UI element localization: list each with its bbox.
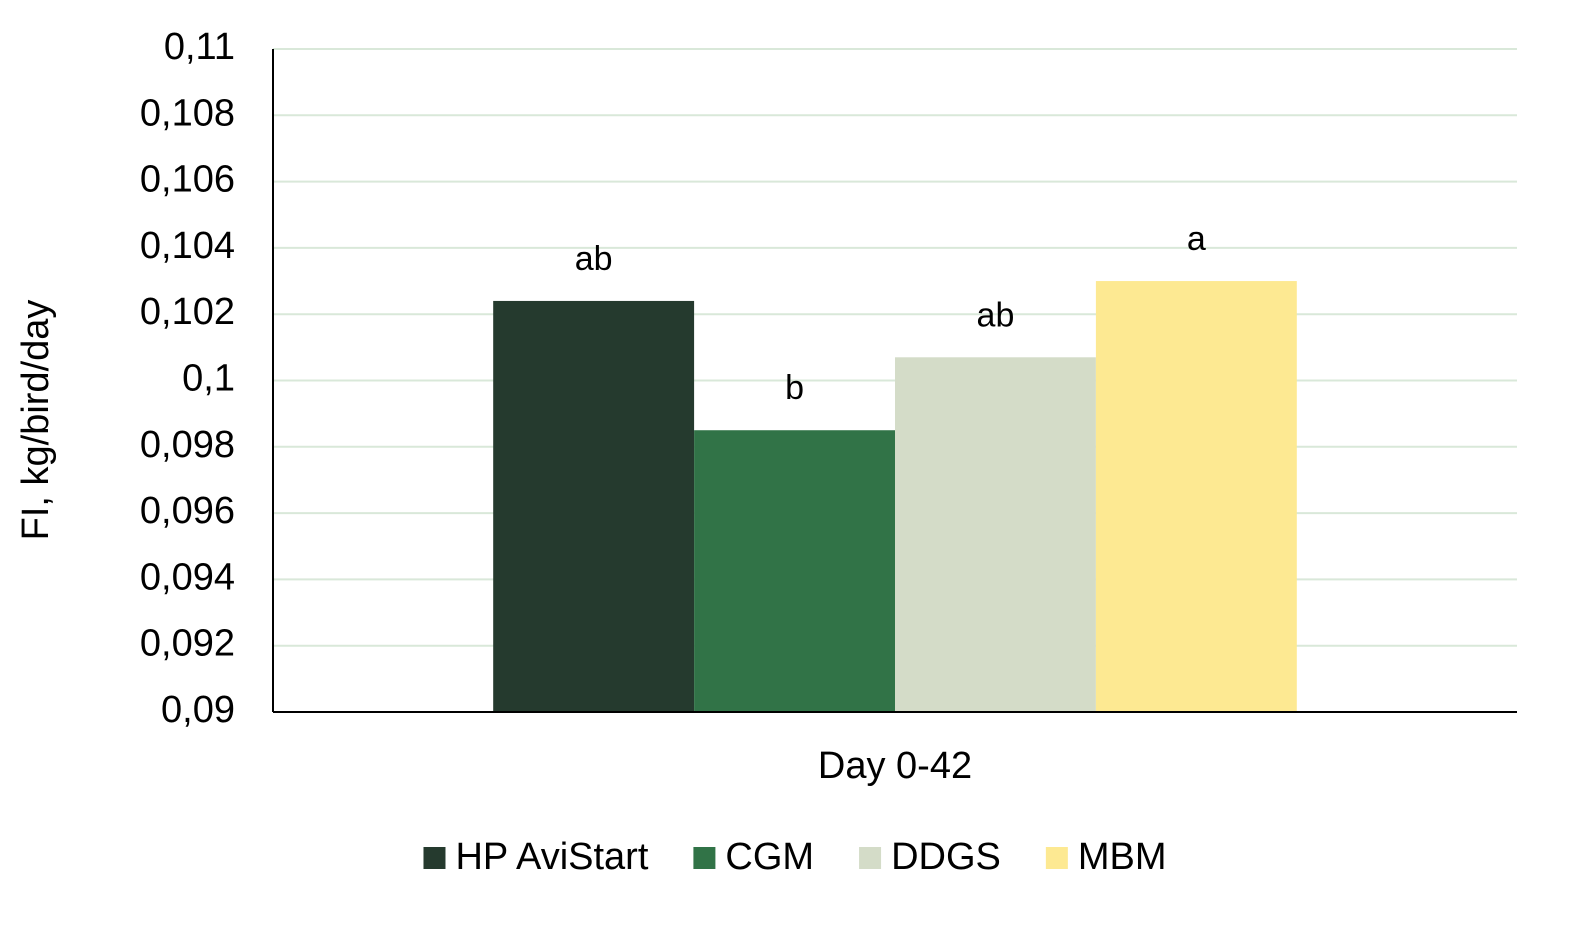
y-tick-label: 0,1 [182,358,235,400]
legend-label: MBM [1078,836,1167,878]
y-axis-label: FI, kg/bird/day [15,300,57,541]
bar [493,300,695,712]
y-tick-label: 0,108 [140,92,235,134]
y-tick-label: 0,09 [161,689,235,731]
x-tick-label: Day 0-42 [818,745,972,787]
annotation: ab [977,296,1015,334]
annotation: ab [575,240,613,278]
y-tick-label: 0,096 [140,490,235,532]
legend-label: CGM [725,836,814,878]
y-tick-label: 0,106 [140,159,235,201]
legend-label: HP AviStart [455,836,648,878]
y-tick-label: 0,098 [140,424,235,466]
y-tick-label: 0,11 [164,26,235,68]
legend-swatch [1045,847,1068,869]
legend-swatch [423,847,446,869]
bar [694,430,895,712]
y-tick-label: 0,102 [140,291,235,333]
legend-swatch [859,847,882,869]
bar [895,357,1096,712]
legend-label: DDGS [891,836,1001,878]
annotation: b [785,369,804,407]
y-tick-label: 0,094 [140,556,235,598]
y-tick-label: 0,104 [140,225,235,267]
annotation: a [1187,220,1206,258]
legend-swatch [693,847,716,869]
bar [1095,281,1297,712]
y-tick-label: 0,092 [140,623,235,665]
